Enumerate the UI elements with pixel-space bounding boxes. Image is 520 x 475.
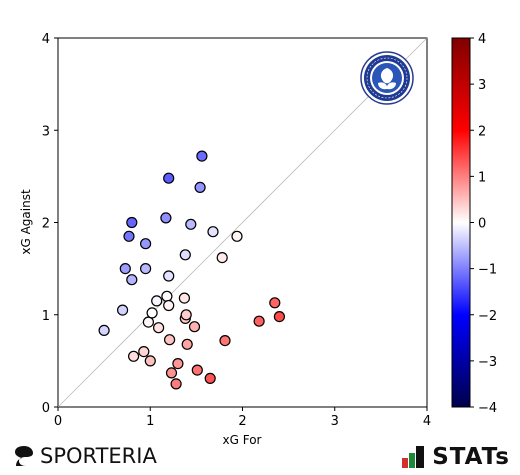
y-tick-label: 0 — [42, 401, 50, 416]
data-point — [273, 311, 285, 323]
colorbar-tick-label: −3 — [478, 355, 497, 370]
x-tick-label: 4 — [423, 414, 431, 429]
x-axis: 0 1 2 3 4 — [54, 407, 431, 429]
y-axis-label: xG Against — [19, 189, 33, 255]
data-point — [138, 346, 150, 358]
data-point — [146, 307, 158, 319]
colorbar-tick-label: 3 — [478, 78, 486, 93]
stats-bars-icon — [402, 446, 425, 468]
data-point — [161, 290, 173, 302]
data-point — [116, 304, 129, 316]
data-point — [191, 364, 203, 376]
sporteria-icon — [15, 446, 33, 466]
data-point — [140, 263, 152, 275]
y-tick-label: 2 — [42, 217, 50, 232]
x-tick-label: 3 — [331, 414, 339, 429]
y-tick-label: 1 — [42, 309, 50, 324]
data-point — [123, 230, 135, 242]
stats-logo: STATs — [402, 443, 510, 471]
data-point — [163, 270, 175, 282]
data-point — [207, 226, 219, 238]
data-point — [231, 230, 243, 242]
data-point — [144, 355, 156, 367]
data-point — [140, 238, 152, 250]
y-tick-label: 4 — [42, 32, 50, 47]
data-point — [219, 335, 231, 347]
data-point — [128, 350, 140, 362]
data-point — [216, 252, 228, 264]
data-point — [98, 324, 110, 336]
data-point — [170, 378, 182, 390]
colorbar-tick-label: −4 — [478, 401, 497, 416]
data-point — [164, 334, 176, 346]
colorbar — [451, 37, 471, 408]
y-axis: 0 1 2 3 4 — [42, 32, 58, 416]
data-point — [253, 315, 265, 327]
data-point — [180, 309, 192, 321]
data-point — [160, 212, 172, 224]
data-point — [179, 249, 191, 261]
data-point — [204, 372, 216, 384]
colorbar-tick-label: 4 — [478, 32, 486, 47]
scatter-points — [98, 150, 285, 390]
colorbar-tick-label: −1 — [478, 263, 497, 278]
colorbar-tick-label: 0 — [478, 217, 486, 232]
data-point — [142, 316, 154, 328]
colorbar-tick-label: −2 — [478, 309, 497, 324]
data-point — [196, 150, 208, 162]
colorbar-tick-label: 2 — [478, 124, 486, 139]
data-point — [188, 321, 201, 333]
sporteria-logo: SPORTERIA — [12, 442, 157, 470]
data-point — [153, 322, 165, 334]
data-point — [163, 299, 175, 312]
data-point — [269, 297, 281, 309]
x-axis-label: xG For — [223, 433, 262, 447]
data-point — [119, 263, 131, 275]
data-point — [165, 367, 178, 379]
data-point — [151, 295, 163, 307]
stats-wordmark: STATs — [432, 444, 510, 470]
data-point — [178, 292, 190, 304]
x-tick-label: 2 — [238, 414, 246, 429]
data-point — [185, 218, 197, 230]
data-point — [126, 216, 138, 229]
data-point — [194, 181, 206, 193]
data-point — [163, 172, 175, 184]
data-point — [181, 338, 193, 350]
colorbar-axis: 4 3 2 1 0 −1 −2 −3 −4 — [470, 32, 497, 416]
data-point — [172, 358, 184, 370]
club-crest-logo — [360, 51, 414, 105]
colorbar-tick-label: 1 — [478, 170, 486, 185]
x-tick-label: 0 — [54, 414, 62, 429]
x-tick-label: 1 — [146, 414, 154, 429]
sporteria-wordmark: SPORTERIA — [40, 444, 157, 468]
data-point — [126, 274, 138, 286]
y-tick-label: 3 — [42, 124, 50, 139]
reference-line — [57, 37, 428, 408]
